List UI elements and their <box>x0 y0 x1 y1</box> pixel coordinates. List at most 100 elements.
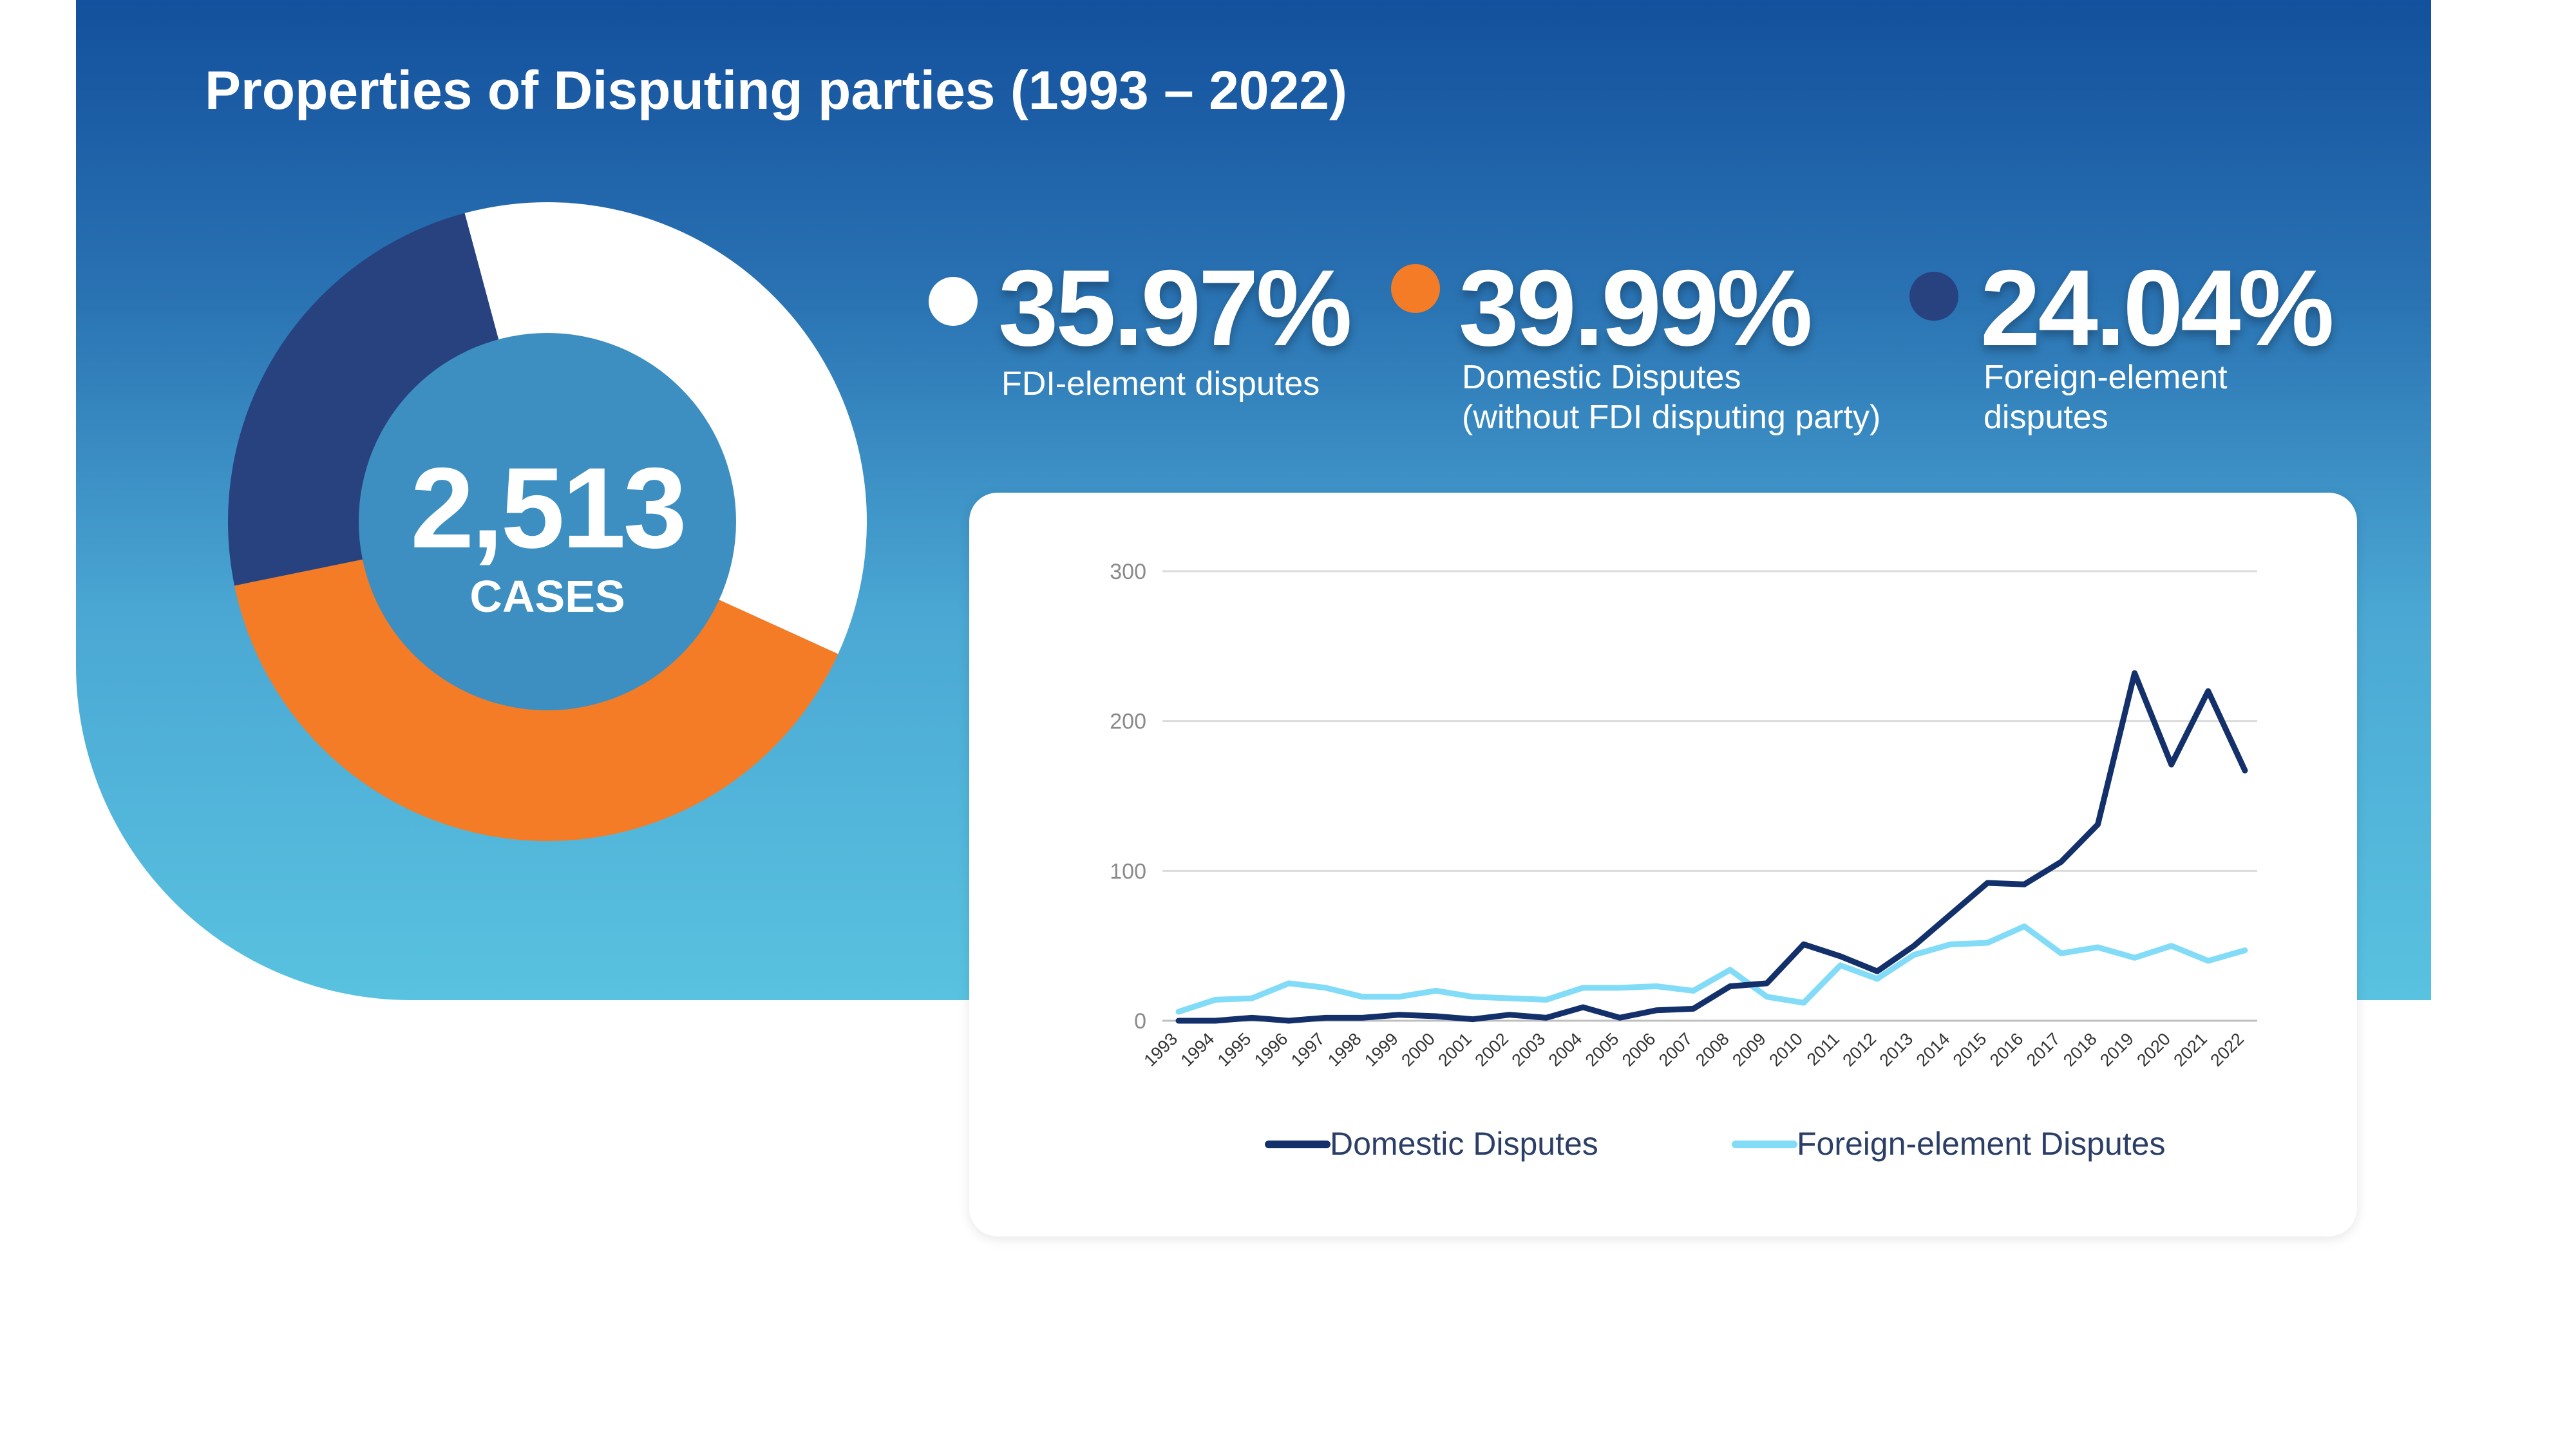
series-domestic-point <box>2206 690 2210 693</box>
x-tick-label: 2006 <box>1618 1029 1660 1070</box>
line-chart-card <box>969 493 2357 1236</box>
x-tick-label: 2009 <box>1728 1029 1770 1070</box>
x-tick-label: 2010 <box>1765 1029 1806 1070</box>
series-domestic-point <box>1397 1013 1401 1016</box>
series-foreign-point <box>1875 977 1879 980</box>
stat-fdi-label: FDI-element disputes <box>1001 365 1320 402</box>
series-foreign-point <box>2096 945 2099 949</box>
legend-dot-fdi <box>929 277 978 326</box>
series-foreign-point <box>1986 942 1989 945</box>
x-tick-label: 2003 <box>1508 1029 1549 1070</box>
series-domestic-point <box>2060 860 2063 864</box>
series-foreign-point <box>1545 998 1548 1001</box>
x-tick-label: 2008 <box>1692 1029 1733 1070</box>
series-foreign-line <box>1175 923 2248 1015</box>
series-foreign-point <box>1582 986 1585 989</box>
x-tick-label: 2002 <box>1471 1029 1512 1070</box>
x-tick-label: 2019 <box>2096 1029 2137 1070</box>
series-foreign-point <box>2243 949 2246 952</box>
series-foreign-point <box>1471 995 1474 998</box>
series-domestic-point <box>1618 1016 1622 1019</box>
series-domestic-point <box>1177 1019 1180 1022</box>
y-tick-label: 200 <box>1110 710 1146 734</box>
donut-chart: 2,513 CASES <box>228 202 867 841</box>
x-tick-label: 2020 <box>2133 1029 2174 1070</box>
legend-domestic: Domestic Disputes <box>1265 1126 1598 1162</box>
series-domestic-point <box>1251 1016 1254 1019</box>
x-tick-label: 2014 <box>1913 1029 1954 1070</box>
series-domestic-point <box>1839 954 1842 958</box>
page-title: Properties of Disputing parties (1993 – … <box>205 60 1347 120</box>
stat-domestic-value: 39.99% <box>1459 247 1813 368</box>
series-foreign-point <box>2170 944 2173 947</box>
series-domestic-point <box>1949 913 1953 916</box>
series-domestic-point <box>1434 1015 1437 1018</box>
legend-foreign-label: Foreign-element Disputes <box>1797 1126 2166 1162</box>
stat-foreign-value: 24.04% <box>1980 247 2334 368</box>
total-cases-value: 2,513 <box>410 444 684 572</box>
donut-center <box>359 333 736 710</box>
series-domestic-point <box>1913 944 1915 947</box>
series-foreign-point <box>1728 968 1732 971</box>
x-tick-label: 2007 <box>1655 1029 1696 1070</box>
series-foreign-point <box>1214 998 1217 1001</box>
series-foreign-point <box>2206 959 2210 962</box>
series-domestic-point <box>1802 943 1805 946</box>
x-tick-label: 2013 <box>1876 1029 1917 1070</box>
series-domestic-point <box>2096 823 2099 826</box>
series-foreign-point <box>1655 985 1658 988</box>
series-foreign-point <box>1287 981 1291 985</box>
x-tick-label: 1995 <box>1214 1029 1255 1070</box>
x-tick-label: 1998 <box>1324 1029 1365 1070</box>
series-domestic-point <box>1471 1018 1474 1021</box>
series-domestic-line <box>1175 670 2248 1024</box>
x-tick-label: 2016 <box>1986 1029 2027 1070</box>
series-foreign-point <box>2060 952 2063 955</box>
y-tick-label: 0 <box>1134 1009 1146 1034</box>
x-tick-label: 2022 <box>2206 1029 2248 1070</box>
line-chart: 0100200300199319941995199619971998199920… <box>1110 560 2257 1162</box>
x-tick-label: 2015 <box>1949 1029 1991 1070</box>
series-domestic-point <box>1728 985 1732 988</box>
stat-foreign-label: Foreign-element disputes <box>1984 359 2228 436</box>
series-foreign-point <box>1802 1001 1805 1005</box>
y-tick-label: 300 <box>1110 560 1146 584</box>
series-foreign-point <box>1949 943 1953 946</box>
series-domestic-point <box>1655 1009 1658 1012</box>
series-foreign-point <box>1618 986 1622 989</box>
x-tick-label: 2005 <box>1582 1029 1623 1070</box>
x-tick-label: 1994 <box>1177 1029 1218 1070</box>
total-cases-label: CASES <box>469 571 625 621</box>
legend-dot-domestic <box>1391 264 1440 313</box>
series-domestic-point <box>1545 1016 1548 1019</box>
series-domestic-point <box>1324 1016 1327 1019</box>
series-domestic-point <box>2133 672 2136 675</box>
x-tick-label: 2011 <box>1803 1029 1843 1069</box>
series-foreign-point <box>1434 989 1437 992</box>
x-tick-label: 1997 <box>1287 1029 1329 1070</box>
stat-domestic-label: Domestic Disputes (without FDI disputing… <box>1462 359 1881 436</box>
series-foreign-point <box>2133 956 2136 960</box>
y-tick-label: 100 <box>1110 859 1146 884</box>
series-foreign-point <box>1913 953 1915 956</box>
series-foreign-point <box>1397 995 1401 998</box>
series-domestic-point <box>2023 883 2026 886</box>
series-domestic-point <box>1986 881 1989 884</box>
x-tick-label: 2012 <box>1839 1029 1880 1070</box>
series-foreign-point <box>1692 989 1695 992</box>
series-domestic-point <box>1214 1019 1217 1022</box>
series-foreign-point <box>2023 925 2026 928</box>
stat-fdi-value: 35.97% <box>998 247 1352 368</box>
series-domestic-point <box>2170 763 2173 766</box>
x-tick-label: 1999 <box>1361 1029 1402 1070</box>
x-tick-label: 1996 <box>1251 1029 1292 1070</box>
series-domestic-point <box>1287 1019 1291 1022</box>
x-tick-label: 2018 <box>2060 1029 2101 1070</box>
series-domestic-point <box>2243 769 2246 772</box>
series-domestic-point <box>1692 1007 1695 1010</box>
series-domestic-point <box>1765 981 1768 985</box>
series-foreign-point <box>1177 1010 1180 1014</box>
x-tick-label: 2001 <box>1434 1029 1475 1070</box>
series-foreign-point <box>1251 997 1254 1000</box>
x-tick-label: 2021 <box>2170 1029 2211 1070</box>
